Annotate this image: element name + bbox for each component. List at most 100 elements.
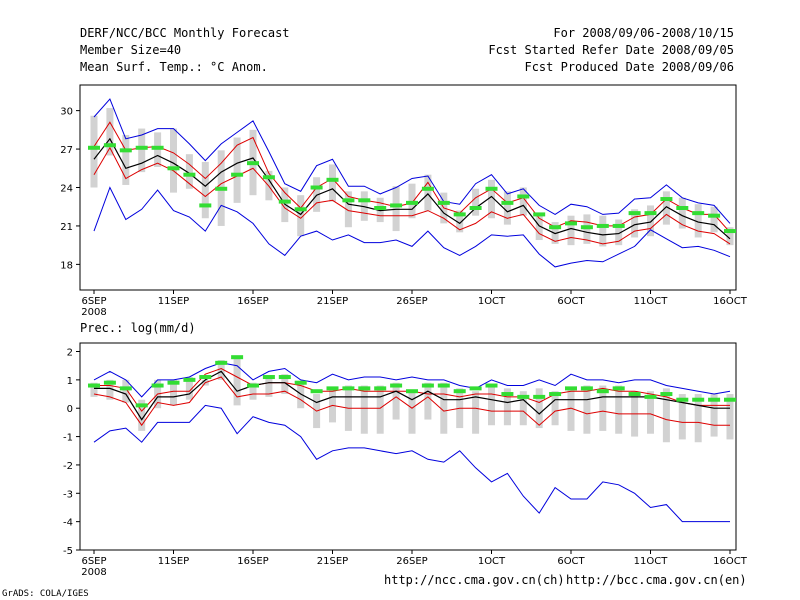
temp-median-mark bbox=[421, 186, 434, 191]
temp-spread-box bbox=[344, 191, 352, 228]
temp-x-tick-label: 1OCT bbox=[478, 296, 506, 307]
prec-spread-box bbox=[662, 388, 670, 443]
prec-median-mark bbox=[103, 380, 116, 385]
temp-spread-box bbox=[678, 197, 686, 229]
prec-median-mark bbox=[326, 386, 339, 391]
temp-spread-box bbox=[90, 115, 98, 188]
temp-spread-box bbox=[185, 154, 193, 189]
prec-spread-box bbox=[519, 391, 527, 426]
temp-spread-box bbox=[726, 227, 734, 246]
prec-x-tick-label: 6OCT bbox=[557, 556, 585, 567]
temp-spread-box bbox=[233, 137, 241, 203]
temp-median-mark bbox=[660, 197, 673, 202]
temp-median-mark bbox=[708, 213, 721, 218]
prec-spread-box bbox=[249, 382, 257, 400]
prec-spread-box bbox=[678, 394, 686, 440]
temp-x-tick-year: 2008 bbox=[81, 307, 106, 318]
prec-min-line bbox=[93, 404, 730, 523]
prec-x-tick-label: 21SEP bbox=[317, 556, 348, 567]
prec-median-mark bbox=[374, 386, 387, 391]
temp-lower-line bbox=[93, 146, 731, 245]
prec-spread-box bbox=[233, 357, 241, 406]
temp-median-mark bbox=[676, 206, 689, 210]
temp-x-tick-label: 26SEP bbox=[396, 296, 427, 307]
temp-median-mark bbox=[262, 175, 275, 180]
temp-median-mark bbox=[294, 207, 307, 212]
temp-median-mark bbox=[692, 211, 705, 216]
prec-median-mark bbox=[88, 383, 100, 388]
prec-spread-box bbox=[408, 391, 416, 434]
temp-spread-box bbox=[631, 209, 639, 238]
temp-y-tick-label: 27 bbox=[60, 145, 73, 156]
prec-y-tick-label: -5 bbox=[63, 546, 73, 557]
temp-plot-frame bbox=[79, 84, 737, 291]
temp-min-line bbox=[93, 186, 731, 268]
prec-spread-box bbox=[710, 394, 718, 437]
temp-median-mark bbox=[103, 143, 116, 148]
prec-x-tick-label: 11SEP bbox=[158, 556, 189, 567]
prec-median-mark bbox=[692, 397, 705, 402]
temp-median-mark bbox=[374, 206, 387, 210]
prec-median-mark bbox=[549, 392, 562, 397]
temp-median-mark bbox=[278, 199, 291, 204]
prec-median-mark bbox=[437, 383, 450, 388]
prec-spread-box bbox=[726, 394, 734, 440]
bcc-url-link[interactable]: http://bcc.cma.gov.cn(en) bbox=[566, 573, 747, 587]
prec-median-mark bbox=[406, 389, 418, 394]
temp-spread-box bbox=[503, 191, 511, 225]
temp-spread-box bbox=[535, 214, 543, 241]
prec-median-mark bbox=[231, 355, 244, 360]
temp-spread-box bbox=[424, 174, 432, 211]
temp-spread-box bbox=[488, 179, 495, 219]
temp-median-mark bbox=[437, 200, 450, 205]
prec-median-mark bbox=[151, 383, 164, 388]
prec-median-mark bbox=[167, 380, 180, 385]
prec-y-tick-label: -3 bbox=[63, 489, 73, 500]
temp-median-mark bbox=[88, 145, 100, 150]
temp-median-mark bbox=[135, 145, 148, 150]
temp-x-tick-label: 6OCT bbox=[557, 296, 585, 307]
prec-median-mark bbox=[485, 383, 498, 388]
temp-median-mark bbox=[199, 203, 212, 208]
temp-median-mark bbox=[247, 161, 259, 166]
temp-median-mark bbox=[724, 229, 736, 234]
prec-spread-box bbox=[647, 391, 654, 434]
temp-mean-line bbox=[93, 137, 731, 240]
temp-y-tick-label: 30 bbox=[60, 107, 73, 118]
ncc-url-link[interactable]: http://ncc.cma.gov.cn(ch) bbox=[384, 573, 565, 587]
temperature-variable-label: Mean Surf. Temp.: °C Anom. bbox=[80, 60, 268, 74]
temp-median-mark bbox=[453, 212, 466, 217]
temp-median-mark bbox=[485, 186, 498, 191]
prec-spread-box bbox=[265, 377, 273, 397]
prec-median-mark bbox=[724, 397, 736, 402]
temp-spread-box bbox=[360, 191, 368, 221]
prec-spread-box bbox=[392, 382, 400, 420]
temp-median-mark bbox=[231, 172, 244, 177]
temp-median-mark bbox=[517, 194, 530, 199]
prec-spread-box bbox=[440, 382, 448, 434]
prec-spread-box bbox=[615, 385, 623, 434]
prec-x-tick-label: 16SEP bbox=[237, 556, 268, 567]
prec-median-mark bbox=[453, 389, 466, 394]
forecast-produced-date: Fcst Produced Date 2008/09/06 bbox=[524, 60, 734, 74]
prec-median-mark bbox=[708, 397, 721, 402]
temp-median-mark bbox=[501, 200, 514, 205]
prec-median-mark bbox=[390, 383, 403, 388]
prec-median-mark bbox=[262, 375, 275, 380]
temp-spread-box bbox=[710, 206, 718, 233]
prec-spread-box bbox=[599, 385, 607, 431]
prec-spread-box bbox=[503, 388, 511, 426]
chart-title: DERF/NCC/BCC Monthly Forecast bbox=[80, 26, 290, 40]
prec-median-mark bbox=[183, 377, 196, 382]
prec-spread-box bbox=[535, 388, 543, 429]
prec-plot-frame bbox=[79, 342, 737, 551]
temp-spread-box bbox=[647, 205, 654, 237]
temp-spread-box bbox=[138, 128, 146, 173]
temp-spread-box bbox=[456, 210, 464, 233]
prec-spread-box bbox=[170, 379, 177, 406]
temp-spread-box bbox=[694, 204, 702, 238]
temp-spread-box bbox=[106, 108, 114, 156]
prec-spread-box bbox=[567, 388, 575, 431]
